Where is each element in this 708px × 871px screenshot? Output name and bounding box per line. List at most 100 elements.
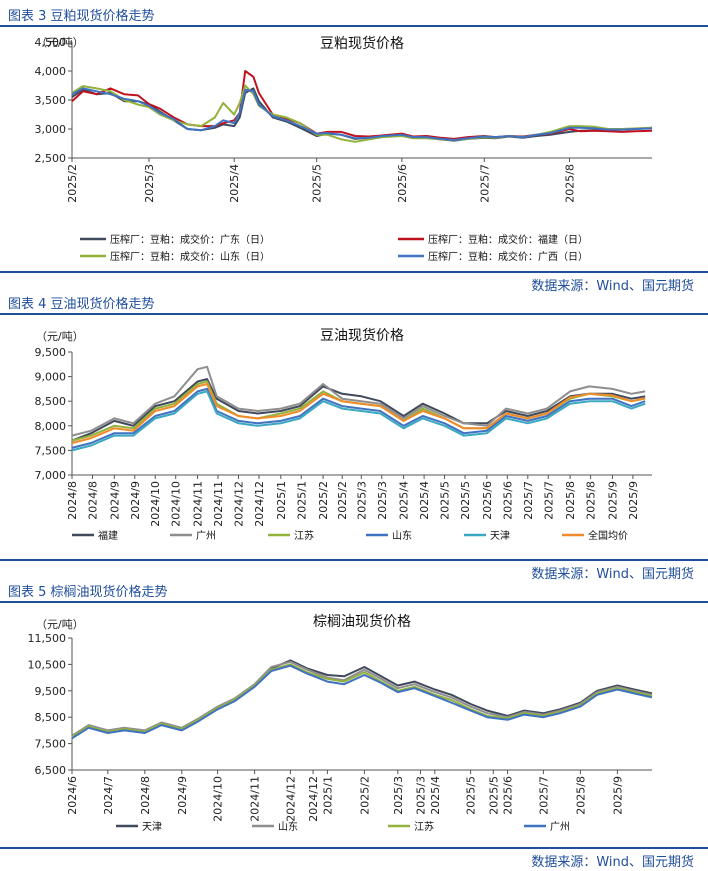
y-tick-label: 11,500 bbox=[28, 632, 67, 645]
x-tick-label: 2025/7 bbox=[478, 164, 491, 203]
y-tick-label: 3,500 bbox=[35, 94, 67, 107]
y-tick-label: 7,500 bbox=[35, 444, 67, 457]
x-tick-label: 2024/9 bbox=[176, 776, 189, 815]
x-tick-label: 2025/9 bbox=[606, 481, 619, 520]
x-tick-label: 2024/10 bbox=[212, 776, 225, 822]
x-tick-label: 2025/8 bbox=[585, 481, 598, 520]
y-tick-label: 9,500 bbox=[35, 685, 67, 698]
x-tick-label: 2025/2 bbox=[317, 481, 330, 520]
legend-label: 压榨厂：豆粕：成交价：福建（日） bbox=[428, 233, 588, 246]
x-tick-label: 2024/7 bbox=[102, 776, 115, 815]
y-unit-label: （元/吨） bbox=[36, 618, 84, 631]
x-tick-label: 2025/4 bbox=[228, 164, 241, 203]
legend-label: 天津 bbox=[490, 530, 510, 542]
y-tick-label: 6,500 bbox=[35, 764, 67, 777]
x-tick-label: 2024/6 bbox=[66, 776, 79, 815]
legend-label: 压榨厂：豆粕：成交价：山东（日） bbox=[110, 250, 270, 263]
x-tick-label: 2025/5 bbox=[487, 776, 500, 815]
x-tick-label: 2025/3 bbox=[143, 164, 156, 203]
x-tick-label: 2025/6 bbox=[502, 776, 515, 815]
x-tick-label: 2025/3 bbox=[414, 776, 427, 815]
x-tick-label: 2025/8 bbox=[574, 776, 587, 815]
x-tick-label: 2024/12 bbox=[307, 776, 320, 822]
bottom-rule-5 bbox=[0, 847, 708, 849]
y-tick-label: 9,500 bbox=[35, 346, 67, 359]
x-tick-label: 2024/9 bbox=[108, 481, 121, 520]
x-tick-label: 2025/4 bbox=[429, 776, 442, 815]
series-line-3 bbox=[71, 663, 653, 738]
chart-title: 豆粕现货价格 bbox=[320, 35, 404, 52]
series-line-4 bbox=[71, 87, 653, 141]
y-tick-label: 9,000 bbox=[35, 371, 67, 384]
x-tick-label: 2024/10 bbox=[170, 481, 183, 527]
x-tick-label: 2025/3 bbox=[355, 481, 368, 520]
palmoil-price-chart: 棕榈油现货价格 （元/吨） 6,500 7,500 8,500 9,500 10,500 11… bbox=[28, 613, 653, 833]
x-tick-label: 2025/3 bbox=[376, 481, 389, 520]
x-tick-label: 2025/5 bbox=[465, 776, 478, 815]
y-tick-label: 7,500 bbox=[35, 738, 67, 751]
x-tick-label: 2025/4 bbox=[418, 481, 431, 520]
x-tick-label: 2024/9 bbox=[129, 481, 142, 520]
x-tick-label: 2025/9 bbox=[611, 776, 624, 815]
x-tick-label: 2025/2 bbox=[66, 164, 79, 203]
series-line-5 bbox=[71, 390, 646, 452]
y-tick-label: 4,500 bbox=[35, 36, 67, 49]
x-tick-label: 2025/1 bbox=[275, 481, 288, 520]
x-tick-label: 2025/7 bbox=[542, 481, 555, 520]
x-tick-label: 2025/8 bbox=[564, 164, 577, 203]
heading-rule-4 bbox=[0, 313, 708, 315]
data-source-4: 数据来源：Wind、国元期货 bbox=[531, 567, 694, 582]
x-tick-label: 2025/6 bbox=[396, 164, 409, 203]
bottom-rule-4 bbox=[0, 559, 708, 561]
x-tick-label: 2025/1 bbox=[295, 481, 308, 520]
heading-rule-5 bbox=[0, 601, 708, 603]
x-tick-label: 2025/4 bbox=[398, 481, 411, 520]
x-tick-label: 2025/6 bbox=[481, 481, 494, 520]
data-source-3: 数据来源：Wind、国元期货 bbox=[531, 279, 694, 294]
data-source-5: 数据来源：Wind、国元期货 bbox=[531, 855, 694, 870]
x-tick-label: 2024/11 bbox=[212, 481, 225, 527]
series-line-6 bbox=[71, 383, 646, 444]
x-tick-label: 2024/8 bbox=[139, 776, 152, 815]
figure-heading-4: 图表 4 豆油现货价格走势 bbox=[8, 297, 155, 312]
x-tick-label: 2024/12 bbox=[232, 481, 245, 527]
chart-title: 豆油现货价格 bbox=[320, 327, 404, 344]
y-tick-label: 8,000 bbox=[35, 420, 67, 433]
bottom-rule-3 bbox=[0, 271, 708, 273]
x-tick-label: 2025/5 bbox=[439, 481, 452, 520]
x-tick-label: 2025/5 bbox=[311, 164, 324, 203]
series-line-4 bbox=[71, 387, 646, 449]
legend-label: 压榨厂：豆粕：成交价：广西（日） bbox=[428, 250, 588, 263]
y-tick-label: 4,000 bbox=[35, 65, 67, 78]
legend-label: 压榨厂：豆粕：成交价：广东（日） bbox=[110, 233, 270, 246]
legend-label: 山东 bbox=[278, 820, 298, 833]
x-tick-label: 2024/12 bbox=[253, 481, 266, 527]
heading-rule-3 bbox=[0, 25, 708, 27]
soymeal-price-chart: 豆粕现货价格（元/吨）2,5003,0003,5004,0004,5002025… bbox=[35, 35, 653, 263]
series-line-1 bbox=[71, 378, 646, 442]
x-tick-label: 2025/3 bbox=[392, 776, 405, 815]
x-tick-label: 2025/9 bbox=[627, 481, 640, 520]
x-tick-label: 2024/11 bbox=[249, 776, 262, 822]
y-tick-label: 8,500 bbox=[35, 711, 67, 724]
legend-label: 全国均价 bbox=[588, 529, 628, 542]
legend-label: 广州 bbox=[196, 530, 216, 542]
x-tick-label: 2024/11 bbox=[192, 481, 205, 527]
x-tick-label: 2024/8 bbox=[86, 481, 99, 520]
y-tick-label: 8,500 bbox=[35, 395, 67, 408]
series-line-4 bbox=[71, 664, 653, 740]
x-tick-label: 2024/8 bbox=[66, 481, 79, 520]
figure-heading-5: 图表 5 棕榈油现货价格走势 bbox=[8, 585, 168, 600]
x-tick-label: 2025/1 bbox=[321, 776, 334, 815]
y-tick-label: 10,500 bbox=[28, 658, 67, 671]
legend-label: 山东 bbox=[392, 529, 412, 542]
y-unit-label: （元/吨） bbox=[36, 330, 84, 343]
legend-label: 天津 bbox=[142, 821, 162, 833]
x-tick-label: 2025/5 bbox=[459, 481, 472, 520]
y-tick-label: 2,500 bbox=[35, 152, 67, 165]
x-tick-label: 2025/8 bbox=[564, 481, 577, 520]
legend-label: 广州 bbox=[550, 821, 570, 833]
x-tick-label: 2025/2 bbox=[358, 776, 371, 815]
legend-label: 福建 bbox=[98, 529, 118, 542]
soyoil-price-chart: 豆油现货价格 （元/吨） 7,000 7,500 8,000 8,500 9,000 9,50… bbox=[35, 327, 652, 542]
